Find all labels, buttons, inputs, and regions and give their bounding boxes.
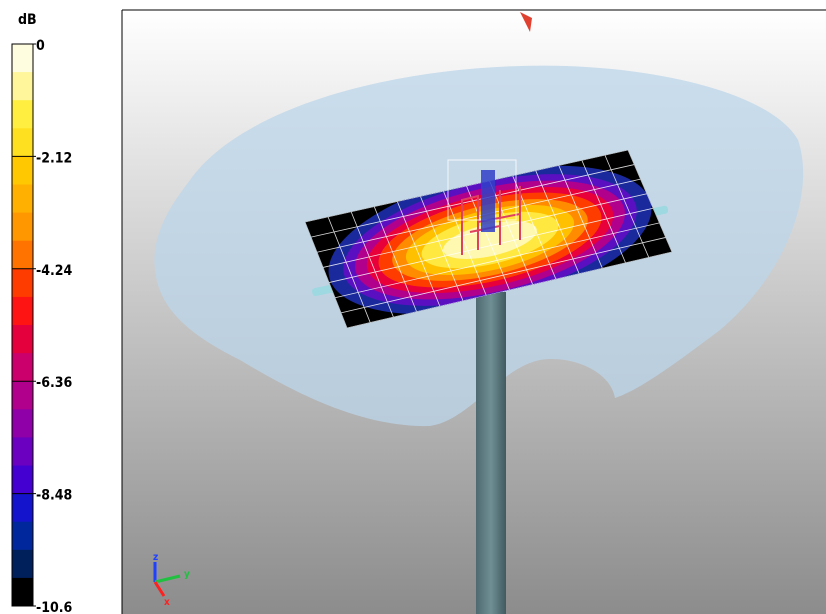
color-band xyxy=(12,465,33,495)
probe-marker xyxy=(520,12,532,32)
color-band xyxy=(12,296,33,326)
grid-line xyxy=(419,196,464,302)
tick-label: -2.12 xyxy=(36,150,72,166)
color-band xyxy=(12,381,33,410)
colorbar-unit: dB xyxy=(18,12,37,28)
color-band xyxy=(12,44,33,73)
color-band xyxy=(12,184,33,214)
grid-line xyxy=(466,185,510,291)
grid-line xyxy=(535,170,580,274)
axis-label: y xyxy=(184,569,190,580)
color-band xyxy=(12,156,33,185)
color-band xyxy=(12,325,33,354)
color-band xyxy=(12,549,33,579)
grid-line xyxy=(340,237,666,314)
tick-label: -10.6 xyxy=(36,600,73,614)
color-band xyxy=(12,128,33,157)
grid-line xyxy=(328,207,654,283)
mast xyxy=(476,292,506,614)
colorbar: dB 0 -2.12 -4.24 -6.36 -8.48 -10.6 xyxy=(11,12,73,614)
grid-line xyxy=(396,201,441,307)
y-axis xyxy=(154,574,181,584)
x-axis xyxy=(153,581,166,597)
grid-line xyxy=(327,216,371,323)
color-band xyxy=(12,240,33,270)
axis-label: z xyxy=(153,552,158,563)
color-band xyxy=(12,409,33,438)
axis-label: x xyxy=(164,597,170,608)
grid-line xyxy=(305,150,629,223)
axes-triad: z y x xyxy=(153,552,190,608)
antenna-element xyxy=(481,170,495,232)
grid-line xyxy=(558,165,603,269)
tick-label: -6.36 xyxy=(36,375,73,391)
grid-line xyxy=(489,180,534,285)
grid-line xyxy=(310,164,635,238)
grid-line xyxy=(581,160,626,264)
antenna-frame xyxy=(461,186,521,255)
tick-label: 0 xyxy=(36,38,45,54)
grid-line xyxy=(373,206,418,312)
tick-label: -4.24 xyxy=(36,263,73,279)
grid-line xyxy=(350,211,394,318)
color-band xyxy=(12,437,33,466)
color-band xyxy=(12,100,33,129)
grid-line xyxy=(443,190,487,296)
tick-label: -8.48 xyxy=(36,488,72,504)
color-band xyxy=(12,521,33,551)
color-band xyxy=(12,493,33,523)
color-band xyxy=(12,268,33,298)
grid-line xyxy=(334,222,660,299)
color-band xyxy=(12,577,33,607)
color-band xyxy=(12,212,33,242)
grid-line xyxy=(604,154,650,258)
color-band xyxy=(12,353,33,382)
color-band xyxy=(12,72,33,101)
